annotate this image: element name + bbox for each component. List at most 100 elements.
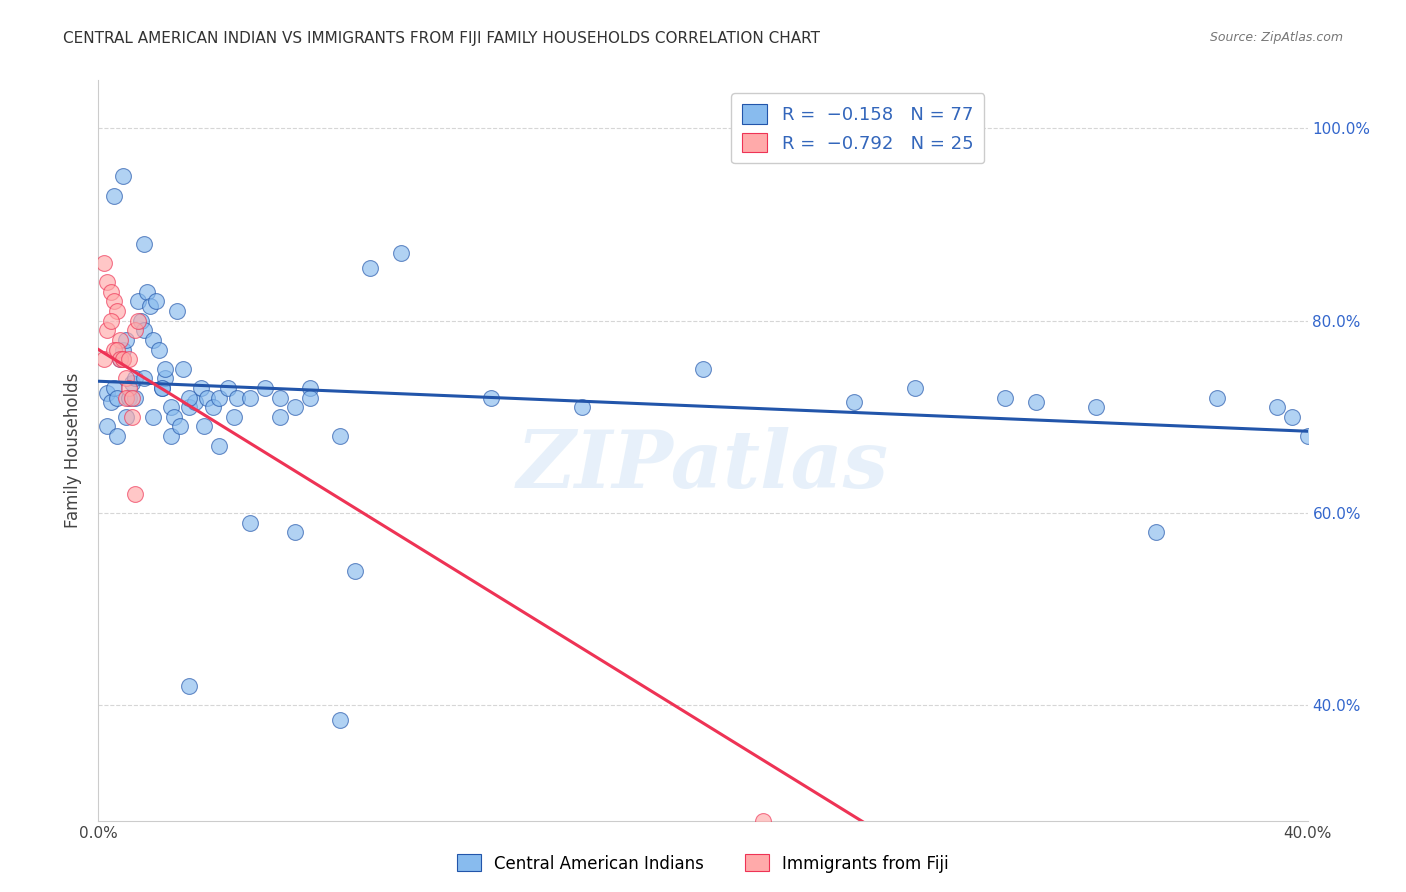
- Point: [1296, 429, 1319, 443]
- Point: [103, 343, 125, 357]
- Point: [132, 236, 155, 251]
- Point: [329, 713, 352, 727]
- Point: [108, 333, 131, 347]
- Point: [150, 381, 173, 395]
- Point: [752, 814, 775, 828]
- Point: [195, 391, 218, 405]
- Point: [208, 439, 231, 453]
- Point: [179, 679, 201, 693]
- Point: [118, 352, 141, 367]
- Point: [93, 352, 115, 367]
- Point: [269, 409, 291, 424]
- Point: [124, 391, 146, 405]
- Point: [571, 400, 593, 414]
- Point: [93, 256, 115, 270]
- Point: [193, 419, 215, 434]
- Point: [768, 828, 790, 842]
- Point: [163, 409, 186, 424]
- Point: [1085, 400, 1108, 414]
- Point: [202, 400, 225, 414]
- Point: [111, 352, 134, 367]
- Point: [179, 400, 201, 414]
- Point: [124, 487, 146, 501]
- Point: [169, 419, 191, 434]
- Point: [96, 419, 118, 434]
- Point: [96, 275, 118, 289]
- Point: [224, 409, 246, 424]
- Point: [160, 400, 183, 414]
- Point: [142, 333, 165, 347]
- Point: [103, 381, 125, 395]
- Point: [127, 294, 149, 309]
- Point: [132, 323, 155, 337]
- Point: [284, 400, 307, 414]
- Point: [121, 376, 143, 391]
- Point: [105, 391, 128, 405]
- Point: [150, 381, 173, 395]
- Point: [299, 381, 322, 395]
- Point: [994, 391, 1017, 405]
- Point: [217, 381, 239, 395]
- Point: [135, 285, 157, 299]
- Point: [329, 429, 352, 443]
- Point: [139, 299, 162, 313]
- Point: [96, 323, 118, 337]
- Point: [1024, 395, 1046, 409]
- Point: [844, 395, 866, 409]
- Point: [114, 391, 136, 405]
- Text: ZIPatlas: ZIPatlas: [517, 426, 889, 504]
- Y-axis label: Family Households: Family Households: [65, 373, 83, 528]
- Point: [111, 343, 134, 357]
- Point: [226, 391, 249, 405]
- Point: [96, 385, 118, 400]
- Point: [111, 169, 134, 184]
- Point: [121, 391, 143, 405]
- Point: [269, 391, 291, 405]
- Point: [153, 371, 176, 385]
- Point: [160, 429, 183, 443]
- Point: [481, 391, 503, 405]
- Point: [114, 333, 136, 347]
- Legend: R =  −0.158   N = 77, R =  −0.792   N = 25: R = −0.158 N = 77, R = −0.792 N = 25: [731, 93, 984, 163]
- Point: [118, 391, 141, 405]
- Point: [114, 371, 136, 385]
- Text: Source: ZipAtlas.com: Source: ZipAtlas.com: [1209, 31, 1343, 45]
- Point: [100, 395, 122, 409]
- Point: [692, 361, 714, 376]
- Point: [239, 516, 262, 530]
- Point: [100, 313, 122, 327]
- Point: [105, 304, 128, 318]
- Point: [132, 371, 155, 385]
- Point: [103, 188, 125, 202]
- Point: [118, 381, 141, 395]
- Point: [1144, 525, 1167, 540]
- Point: [208, 391, 231, 405]
- Point: [103, 294, 125, 309]
- Point: [239, 391, 262, 405]
- Point: [127, 313, 149, 327]
- Point: [299, 391, 322, 405]
- Point: [1206, 391, 1229, 405]
- Point: [142, 409, 165, 424]
- Point: [145, 294, 167, 309]
- Point: [389, 246, 412, 260]
- Point: [904, 381, 927, 395]
- Point: [344, 564, 367, 578]
- Point: [108, 352, 131, 367]
- Point: [184, 395, 207, 409]
- Point: [124, 323, 146, 337]
- Legend: Central American Indians, Immigrants from Fiji: Central American Indians, Immigrants fro…: [450, 847, 956, 880]
- Point: [100, 285, 122, 299]
- Point: [105, 429, 128, 443]
- Point: [360, 260, 382, 275]
- Point: [108, 352, 131, 367]
- Point: [114, 409, 136, 424]
- Point: [190, 381, 212, 395]
- Point: [253, 381, 276, 395]
- Point: [1267, 400, 1289, 414]
- Point: [129, 313, 152, 327]
- Text: CENTRAL AMERICAN INDIAN VS IMMIGRANTS FROM FIJI FAMILY HOUSEHOLDS CORRELATION CH: CENTRAL AMERICAN INDIAN VS IMMIGRANTS FR…: [63, 31, 820, 46]
- Point: [124, 371, 146, 385]
- Point: [121, 409, 143, 424]
- Point: [148, 343, 170, 357]
